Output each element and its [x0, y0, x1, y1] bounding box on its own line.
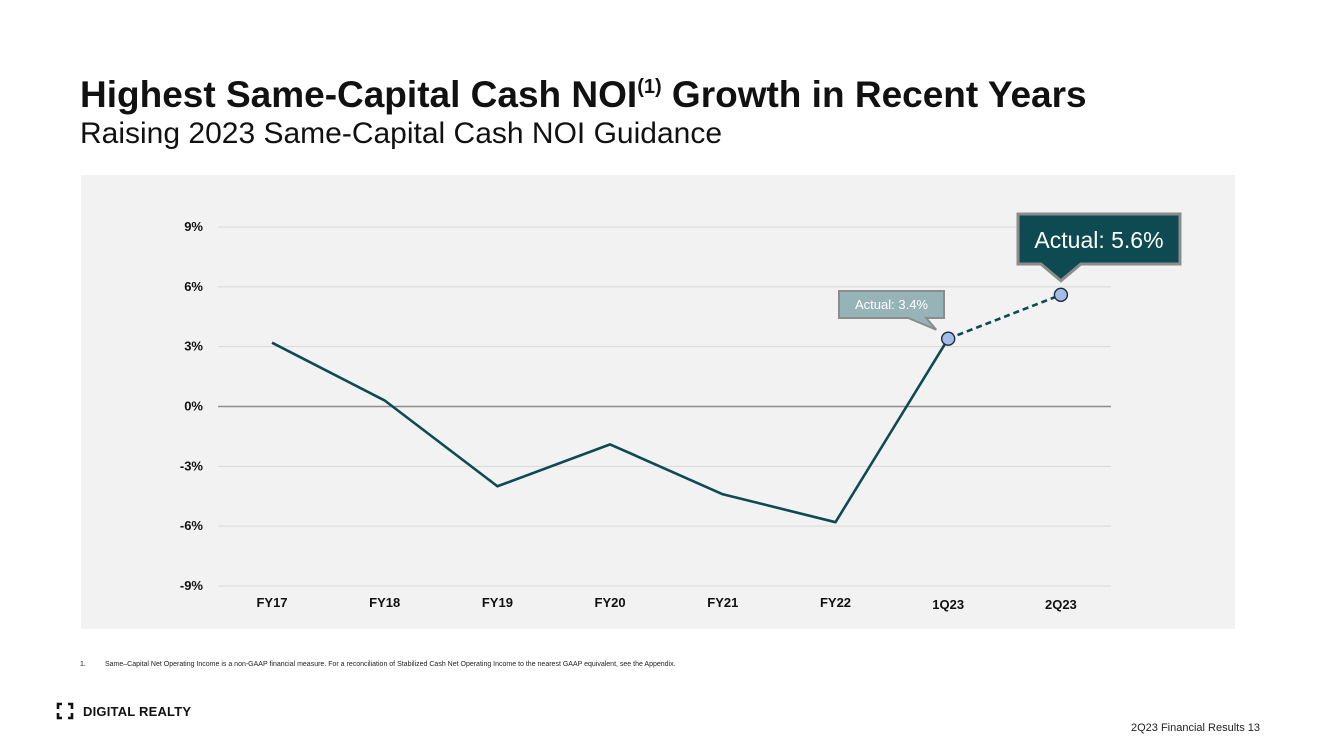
series-line-solid	[271, 338, 950, 524]
chart-panel: 9% 6% 3% 0% -3% -6% -9% FY17 FY18 FY19 FY20 FY21 FY2…	[81, 175, 1235, 629]
bracket-logo-icon	[56, 702, 74, 720]
y-tick-label: -6%	[180, 518, 204, 533]
callout-box	[1016, 212, 1182, 283]
callout-large: Actual: 5.6%	[1016, 212, 1182, 283]
y-tick-label: 3%	[184, 339, 203, 354]
x-tick-label: FY22	[820, 595, 851, 610]
data-point-marker	[1053, 287, 1069, 303]
brand-logo: DIGITAL REALTY	[55, 702, 191, 720]
series-line-dashed	[947, 293, 1062, 340]
x-tick-label: FY20	[595, 595, 626, 610]
y-tick-label: 6%	[184, 279, 203, 294]
x-tick-label: FY17	[256, 595, 287, 610]
title-main: Highest Same-Capital Cash NOI	[80, 74, 638, 115]
y-tick-label: 0%	[184, 399, 203, 414]
x-tick-label: FY18	[369, 595, 400, 610]
page-footer: 2Q23 Financial Results 13	[1131, 722, 1260, 734]
x-tick-label: FY19	[482, 595, 513, 610]
x-tick-label: 2Q23	[1045, 597, 1077, 612]
footnote: 1. Same–Capital Net Operating Income is a…	[80, 661, 676, 668]
brand-name: DIGITAL REALTY	[83, 703, 192, 719]
title-suffix: Growth in Recent Years	[661, 74, 1087, 115]
data-point-marker	[941, 331, 956, 346]
line-chart: 9% 6% 3% 0% -3% -6% -9% FY17 FY18 FY19 FY20 FY21 FY2…	[180, 212, 1182, 612]
callout-label: Actual: 3.4%	[855, 297, 928, 312]
callout-box	[838, 290, 945, 331]
page-title: Highest Same-Capital Cash NOI(1) Growth …	[80, 74, 1087, 116]
callout-small: Actual: 3.4%	[838, 290, 945, 331]
y-tick-label: -9%	[180, 578, 204, 593]
y-tick-label: 9%	[184, 219, 203, 234]
report-name: 2Q23 Financial Results	[1131, 722, 1245, 734]
title-footnote-ref: (1)	[637, 76, 662, 98]
x-tick-label: FY21	[707, 595, 738, 610]
page-subtitle: Raising 2023 Same-Capital Cash NOI Guida…	[80, 117, 722, 150]
x-tick-label: 1Q23	[932, 597, 964, 612]
callout-label: Actual: 5.6%	[1034, 227, 1163, 253]
footnote-number: 1.	[80, 661, 86, 668]
y-tick-label: -3%	[180, 458, 204, 473]
page-number: 13	[1247, 722, 1261, 734]
footnote-text: Same–Capital Net Operating Income is a n…	[105, 661, 676, 668]
